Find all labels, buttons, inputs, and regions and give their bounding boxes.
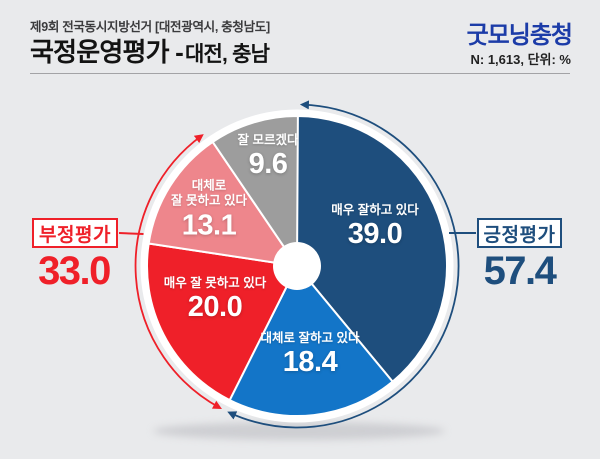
group-arc-right [227,100,460,429]
pie-slice-0 [296,115,448,383]
sample-size-note: N: 1,613, 단위: % [470,52,571,67]
header-divider [30,73,570,74]
page-title-region: 대전, 충남 [185,43,270,66]
page-title: 국정운영평가 -대전, 충남 [30,32,270,69]
page-title-main: 국정운영평가 - [30,37,184,67]
group-arc-left [134,134,222,409]
positive-group-box: 긍정평가 [477,218,562,248]
goodmorningcc-logo: 굿모닝충청 [466,22,573,49]
pie-shadow [153,422,445,440]
election-subtitle: 제9회 전국동시지방선거 [대전광역시, 충청남도] [30,20,270,34]
negative-group-value: 33.0 [38,249,111,293]
positive-group-value: 57.4 [483,249,557,293]
pie-center-hole [273,242,321,290]
group-connector-left [118,232,144,235]
negative-group-box: 부정평가 [32,218,118,248]
